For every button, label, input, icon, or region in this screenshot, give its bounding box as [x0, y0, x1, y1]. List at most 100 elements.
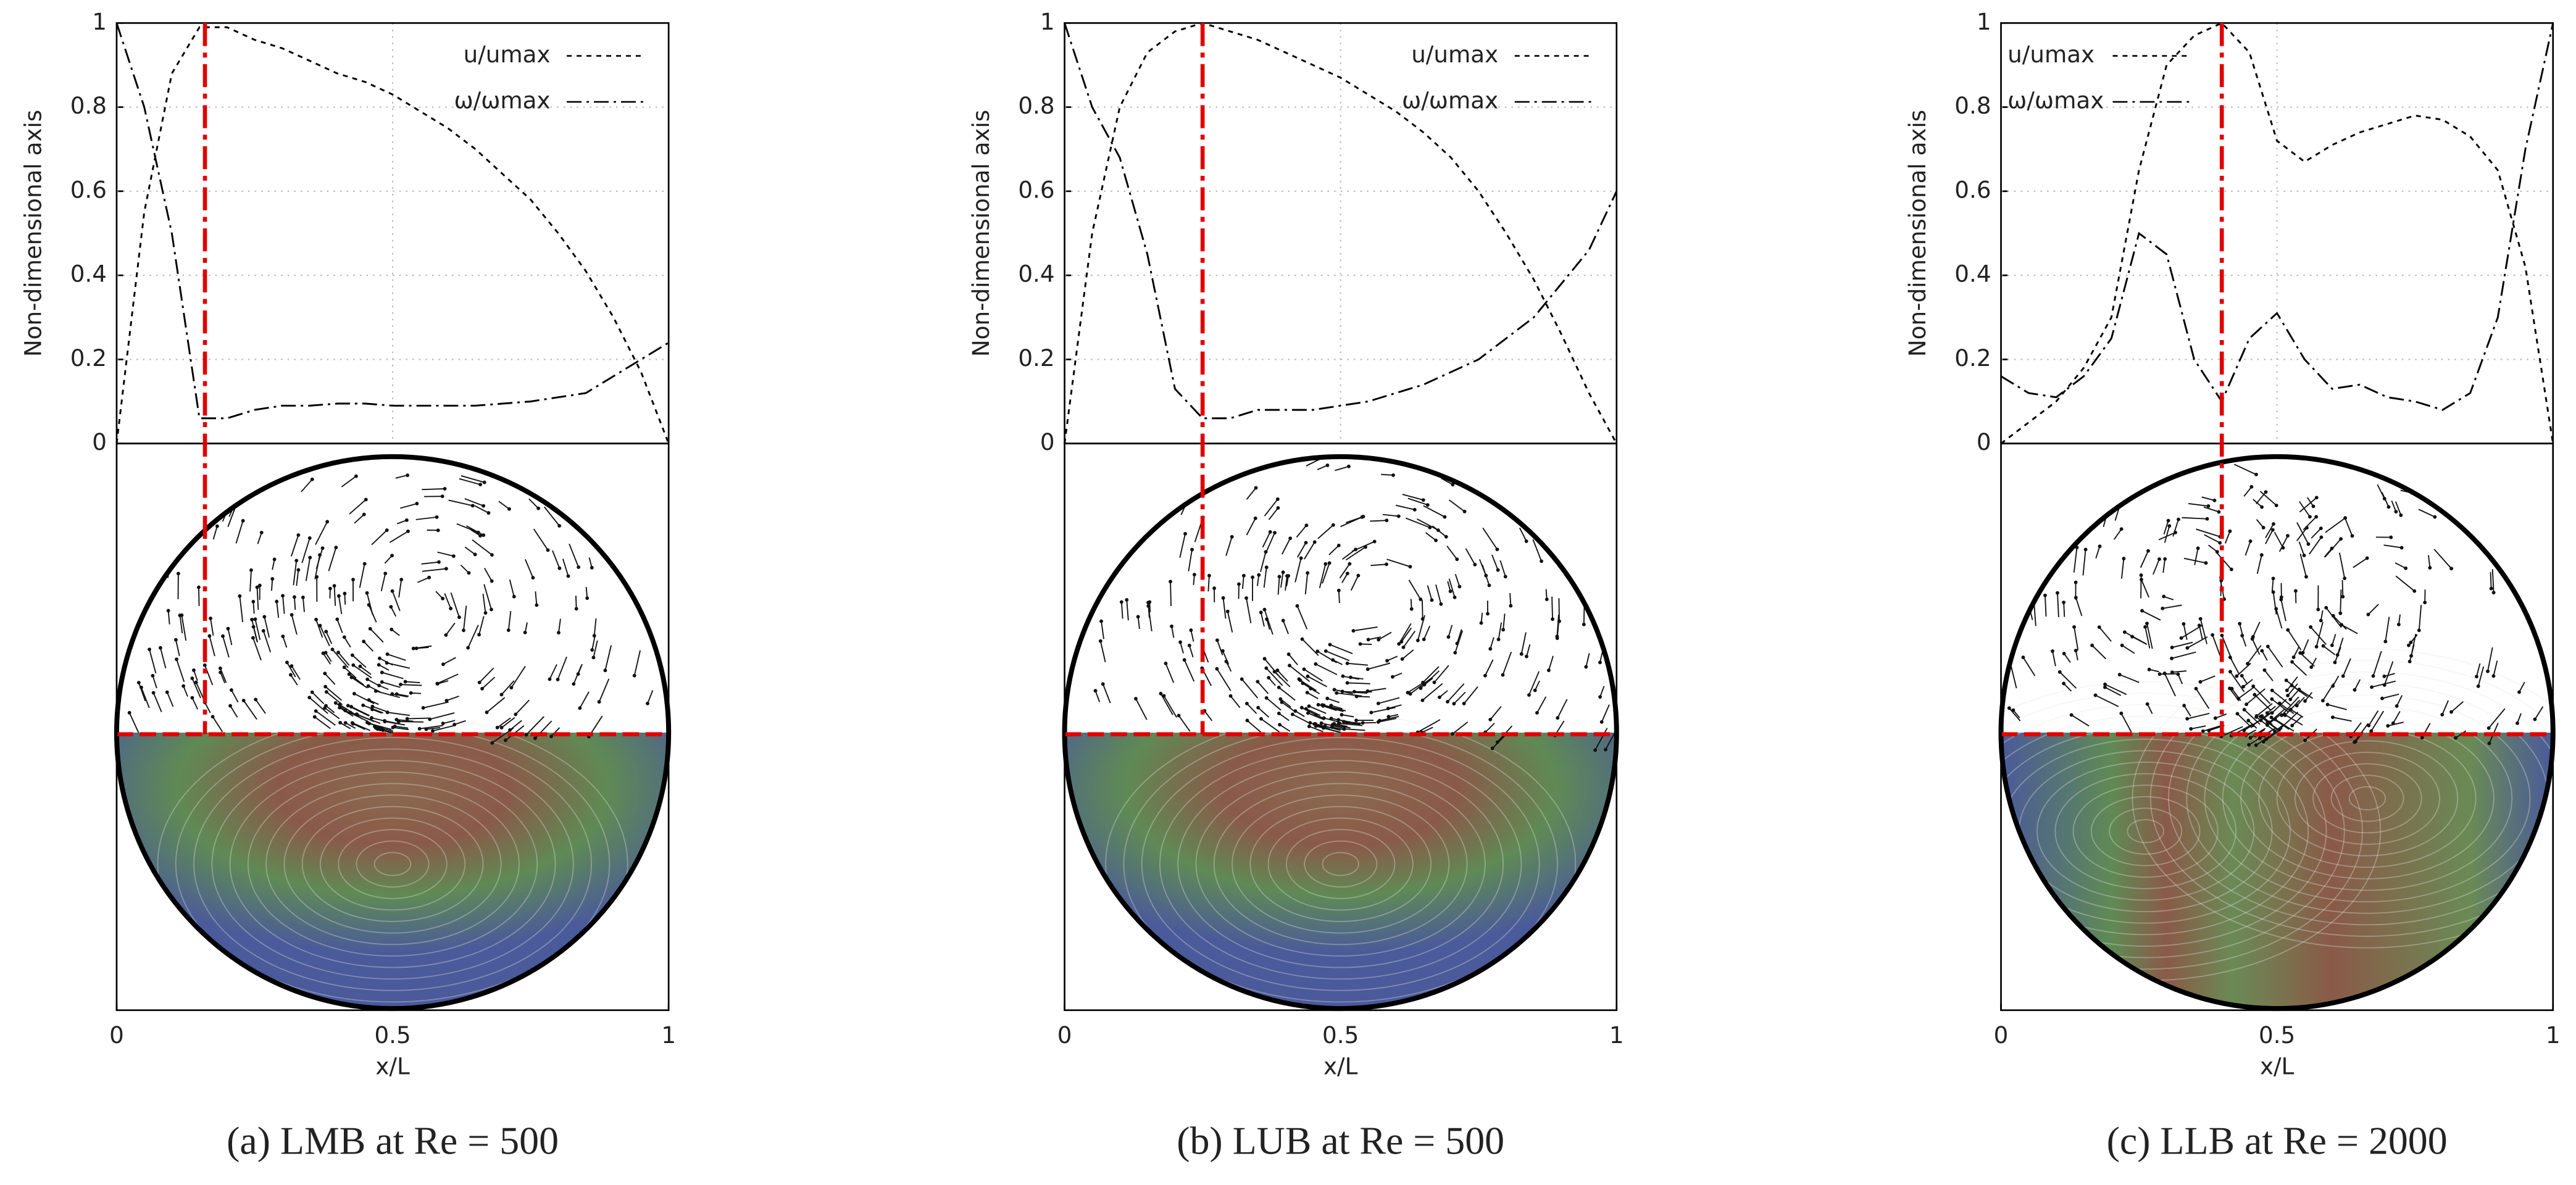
arrow-head: [1377, 638, 1381, 642]
arrow-head: [1182, 658, 1186, 662]
flow-arrow: [1343, 721, 1363, 724]
arrow-head: [2062, 681, 2066, 686]
flow-arrow: [470, 529, 481, 536]
arrow-head: [2251, 684, 2256, 688]
arrow-head: [366, 684, 370, 688]
arrow-head: [2331, 613, 2335, 618]
arrow-head: [481, 533, 486, 537]
arrow-head: [2290, 660, 2295, 664]
flow-arrow: [1225, 661, 1232, 672]
flow-arrow: [1330, 705, 1343, 710]
flow-arrow: [2341, 624, 2358, 634]
arrow-head: [1365, 689, 1370, 693]
flow-arrow: [1551, 596, 1553, 620]
arrow-head: [1438, 695, 1441, 699]
flow-arrow: [1325, 651, 1350, 662]
arrow-head: [314, 709, 318, 713]
arrow-head: [209, 617, 212, 620]
arrow-head: [2229, 567, 2233, 572]
flow-arrow: [1465, 548, 1476, 565]
arrow-head: [1277, 685, 1281, 689]
y-tick-label: 0.6: [1954, 176, 1991, 203]
flow-arrow: [314, 555, 320, 580]
arrow-head: [1259, 610, 1263, 615]
arrow-head: [1385, 659, 1390, 663]
flow-arrow: [585, 587, 588, 599]
flow-arrow: [2339, 552, 2346, 579]
flow-arrow: [1341, 714, 1354, 718]
arrow-head: [1268, 530, 1272, 534]
arrow-head: [1169, 580, 1172, 584]
flow-arrow: [1370, 520, 1387, 522]
arrow-head: [2371, 674, 2375, 678]
arrow-head: [2166, 518, 2170, 523]
arrow-head: [2043, 593, 2047, 597]
arrow-head: [1251, 575, 1255, 580]
arrow-head: [441, 596, 445, 601]
legend-label: ω/ωmax: [1402, 87, 1498, 114]
arrow-head: [1304, 541, 1308, 545]
arrow-head: [477, 680, 481, 684]
arrow-head: [2069, 713, 2074, 717]
x-axis-label: x/L: [1323, 1052, 1358, 1079]
flow-arrow: [2274, 531, 2284, 549]
arrow-head: [2251, 634, 2255, 639]
arrow-head: [1134, 697, 1138, 701]
flow-arrow: [400, 684, 422, 686]
arrow-head: [1125, 598, 1129, 602]
arrow-head: [221, 634, 225, 638]
arrow-head: [2198, 617, 2203, 621]
flow-arrow: [1453, 691, 1466, 704]
streamline: [2072, 784, 2219, 878]
flow-arrow: [352, 654, 367, 668]
streamline: [2127, 819, 2164, 844]
flow-arrow: [204, 702, 211, 713]
arrow-head: [2097, 625, 2101, 630]
arrow-head: [2261, 526, 2265, 530]
arrow-head: [390, 589, 394, 593]
arrow-head: [466, 646, 470, 650]
arrow-head: [2253, 692, 2257, 697]
arrow-head: [2270, 688, 2274, 692]
flow-arrow: [2477, 666, 2485, 687]
arrow-head: [1215, 667, 1219, 671]
flow-arrow: [371, 530, 388, 546]
arrow-head: [2330, 643, 2334, 647]
arrow-head: [2119, 711, 2124, 715]
arrow-head: [1314, 662, 1318, 666]
flow-arrow: [354, 693, 375, 704]
flow-arrow: [1456, 629, 1462, 644]
arrow-head: [2259, 553, 2264, 557]
flow-arrow: [1422, 683, 1443, 701]
flow-arrow: [2441, 700, 2449, 715]
arrow-head: [399, 578, 404, 581]
arrow-head: [2145, 702, 2149, 706]
arrow-head: [1190, 489, 1194, 494]
flow-arrow: [322, 652, 331, 665]
flow-arrow: [386, 662, 411, 669]
arrow-head: [362, 512, 366, 517]
arrow-head: [389, 605, 393, 609]
arrow-head: [2026, 601, 2030, 605]
streamline: [2240, 717, 2495, 879]
flow-arrow: [2182, 517, 2207, 520]
arrow-head: [2206, 504, 2211, 508]
flow-arrow: [2261, 651, 2268, 661]
arrow-head: [406, 529, 410, 533]
flow-arrow: [2332, 717, 2352, 722]
flow-arrow: [2253, 499, 2262, 508]
arrow-head: [2140, 609, 2144, 613]
arrow-head: [1224, 659, 1228, 663]
flow-arrow: [175, 639, 180, 657]
arrow-head: [391, 725, 395, 730]
flow-arrow: [345, 722, 356, 729]
flow-arrow: [2120, 713, 2132, 733]
flow-arrow: [152, 675, 157, 689]
arrow-head: [251, 636, 255, 640]
arrow-head: [272, 557, 277, 562]
arrow-head: [2309, 665, 2314, 669]
streamline: [229, 760, 556, 968]
arrow-head: [1462, 509, 1467, 514]
flow-arrow: [2261, 715, 2273, 725]
flow-arrow: [478, 616, 485, 635]
